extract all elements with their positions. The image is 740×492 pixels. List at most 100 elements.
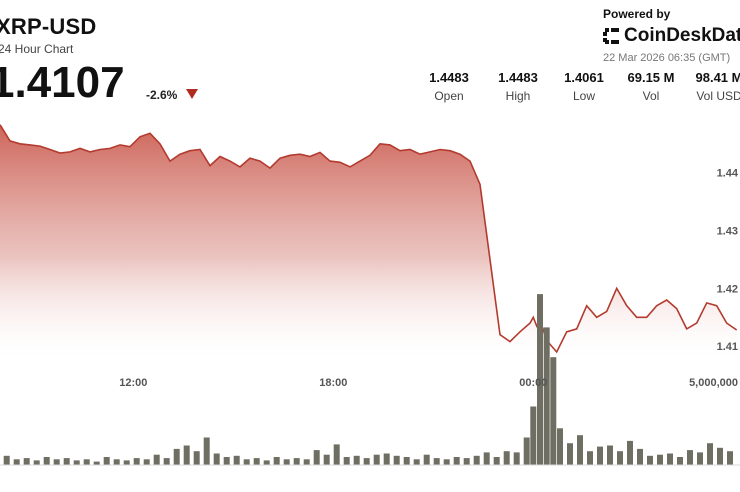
volume-bar [243,459,250,465]
price-area [0,124,737,365]
volume-bar [33,460,40,465]
volume-bar [727,451,733,465]
volume-bar [617,451,623,465]
volume-bar [233,455,240,465]
volume-bar [637,448,643,465]
volume-bar [413,459,420,465]
volume-bar [493,457,500,465]
volume-bar [53,459,60,465]
volume-bar [657,454,663,465]
volume-bar [343,457,350,465]
volume-bar [193,451,200,465]
brand-logo[interactable]: CoinDeskData [603,24,740,48]
stat-value: 1.4483 [429,70,469,85]
volume-bar [283,459,290,465]
volume-bar [677,457,683,465]
volume-bar [537,294,543,465]
volume-bar [103,457,110,465]
volume-bar [383,453,390,465]
volume-bar [577,435,583,465]
volume-bar [557,428,563,465]
volume-bar [163,458,170,465]
stat-low: 1.4061 Low [549,70,619,103]
volume-bar [313,450,320,465]
volume-bar [687,450,693,465]
timestamp: 22 Mar 2026 06:35 (GMT) [603,52,731,64]
volume-bar [293,458,300,465]
volume-bar [83,459,90,465]
volume-bar [73,460,80,465]
stat-value: 1.4061 [564,70,604,85]
volume-bar [123,460,130,465]
stat-open: 1.4483 Open [414,70,484,103]
x-tick-label: 00:00 [519,377,547,389]
volume-bar [113,459,120,465]
y-tick-label: 1.42 [717,283,738,295]
volume-bar [463,458,470,465]
x-tick-label: 18:00 [319,377,347,389]
stat-vol: 69.15 M Vol [616,70,686,103]
volume-bar [393,455,400,465]
volume-bar [423,454,430,465]
volume-bar [303,459,310,465]
volume-bar [3,455,10,465]
volume-bar [373,454,380,465]
volume-bar [363,458,370,465]
volume-bar [203,437,210,465]
volume-bar [273,457,280,465]
volume-bar [63,458,70,465]
volume-bar [607,445,613,465]
volume-bar [453,457,460,465]
volume-bar [443,459,450,465]
volume-bar [133,458,140,465]
volume-bar [253,458,260,465]
volume-bar [403,457,410,465]
volume-bar [183,445,190,465]
stat-value: 98.41 M [695,70,740,85]
volume-bar [597,446,603,465]
volume-bar [23,458,30,465]
price-change: -2.6% [146,88,178,102]
pair-title: XRP-USD [0,14,97,39]
volume-bar [503,451,510,465]
stat-label: Vol [642,89,660,103]
down-triangle-icon [186,89,198,99]
chart-subtitle: 24 Hour Chart [0,42,74,56]
stat-vol-usd: 98.41 M Vol USD [684,70,740,103]
volume-bar [433,458,440,465]
volume-bar [513,452,520,465]
coindesk-logo-icon [603,28,619,44]
volume-bar [353,455,360,465]
volume-bar [13,459,20,465]
volume-tick-label: 5,000,000 [689,377,738,389]
volume-bar [473,455,480,465]
volume-bar [647,455,653,465]
stat-high: 1.4483 High [483,70,553,103]
stat-label: Vol USD [696,89,740,103]
stat-value: 69.15 M [627,70,675,85]
volume-bar [667,453,673,465]
powered-by-label: Powered by [603,7,671,21]
volume-bar [627,440,633,465]
volume-bar [483,452,490,465]
volume-bar [333,444,340,465]
stat-label: Low [572,89,595,103]
price-line [0,124,738,354]
current-price: 1.4107 [0,58,125,107]
volume-bar [567,443,573,465]
volume-bar [717,447,723,465]
volume-bar [43,457,50,465]
y-tick-label: 1.43 [717,226,738,238]
volume-bar [323,454,330,465]
y-tick-label: 1.44 [717,168,739,180]
stat-value: 1.4483 [498,70,538,85]
volume-bar [93,461,100,465]
volume-bar [263,460,270,465]
y-tick-label: 1.41 [717,341,738,353]
volume-bar [550,357,557,465]
volume-bar [213,453,220,465]
volume-bar [523,437,530,465]
stat-label: Open [434,89,464,103]
volume-bar [707,443,713,465]
